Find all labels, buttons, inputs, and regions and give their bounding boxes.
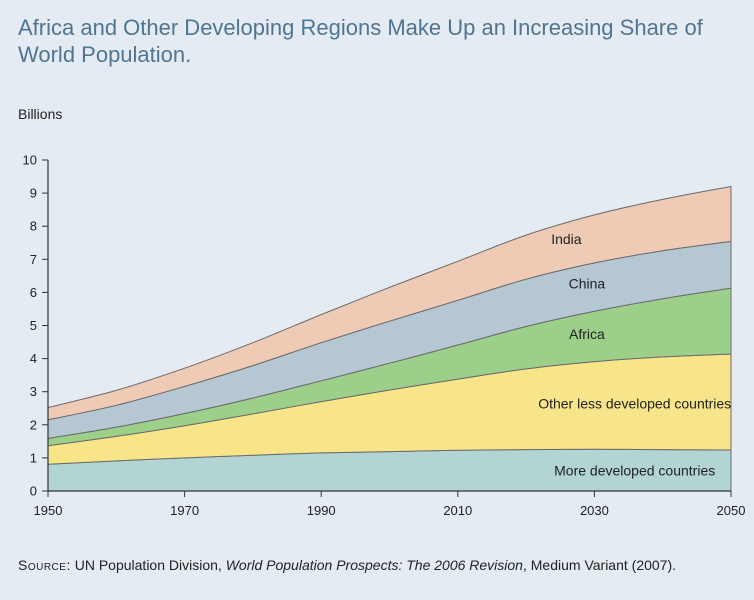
x-tick-label: 1990 [307,503,336,518]
x-tick-label: 2050 [717,503,746,518]
y-tick-label: 9 [30,186,37,201]
y-tick-label: 8 [30,219,37,234]
y-tick-label: 10 [23,153,37,168]
y-tick-label: 4 [30,351,37,366]
area-layers [47,185,732,492]
series-label-more-developed-countries: More developed countries [554,462,715,478]
series-label-india: India [551,231,582,247]
y-tick-label: 6 [30,285,37,300]
y-tick-label: 1 [30,450,37,465]
series-label-africa: Africa [569,326,605,342]
axes: 0 1 2 3 4 5 6 7 8 9 10 1950 1970 1990 2010 2030 2050 [23,153,746,519]
area-india [47,185,732,421]
y-tick-label: 2 [30,417,37,432]
x-tick-label: 2010 [443,503,472,518]
x-tick-label: 1950 [34,503,63,518]
y-tick-label: 3 [30,384,37,399]
source-text-1: UN Population Division, [70,557,226,573]
x-tick-label: 2030 [580,503,609,518]
y-tick-label: 0 [30,484,37,499]
y-tick-label: 7 [30,252,37,267]
series-labels: More developed countries Other less devel… [538,231,731,478]
x-tick-label: 1970 [170,503,199,518]
y-axis-label: Billions [18,106,63,122]
source-text-2: , Medium Variant (2007). [522,557,677,573]
chart-title: Africa and Other Developing Regions Make… [18,15,703,67]
series-label-other-less-developed-countries: Other less developed countries [538,395,731,411]
source-publication: World Population Prospects: The 2006 Rev… [225,557,523,573]
source-note: Source: UN Population Division, World Po… [18,557,676,573]
series-label-china: China [569,275,606,291]
source-label: Source: [18,557,71,573]
y-tick-label: 5 [30,318,37,333]
